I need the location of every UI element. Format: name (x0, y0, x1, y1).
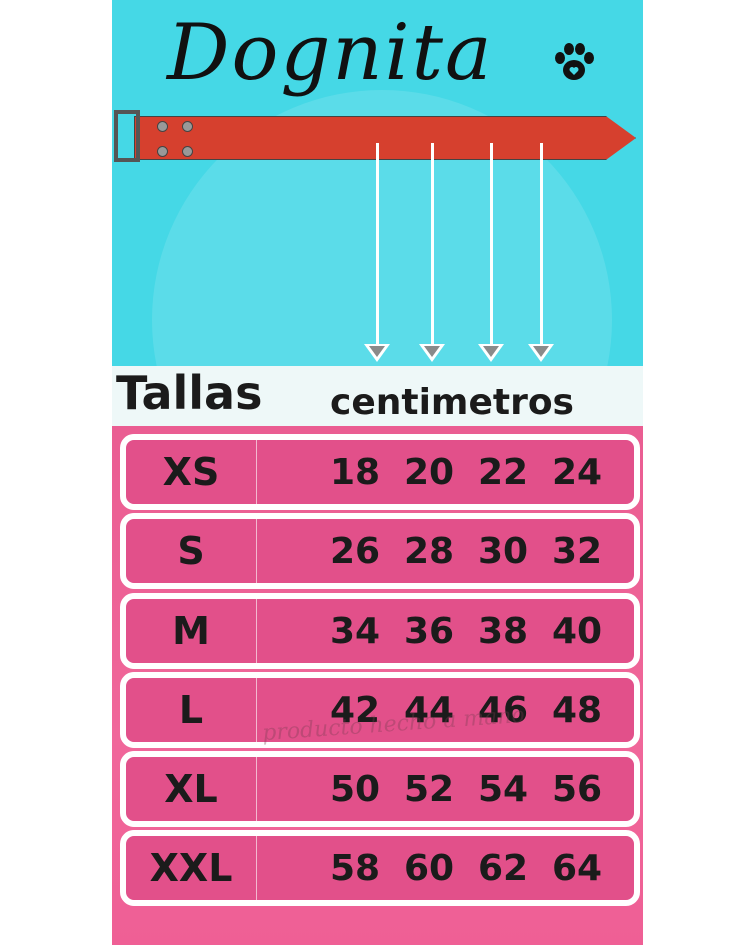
measurement-value: 62 (477, 847, 529, 889)
table-row: XXL 58 60 62 64 (120, 830, 640, 906)
brand-logo: Dognita (167, 8, 494, 98)
measurement-value: 38 (477, 610, 529, 652)
rivet (182, 121, 193, 132)
collar-buckle (114, 110, 140, 162)
measurement-value: 36 (403, 610, 455, 652)
rivet (182, 146, 193, 157)
measurement-value: 52 (403, 768, 455, 810)
unit-label: centimetros (330, 382, 574, 423)
measurement-value: 50 (329, 768, 381, 810)
measurement-value: 60 (403, 847, 455, 889)
size-label: XL (126, 757, 257, 821)
measurement-value: 20 (403, 451, 455, 493)
size-label: M (126, 599, 257, 663)
size-values: 26 28 30 32 (257, 531, 634, 572)
table-row: XL 50 52 54 56 (120, 751, 640, 827)
arrowhead (419, 344, 445, 362)
size-values: 58 60 62 64 (257, 848, 634, 889)
table-row: M 34 36 38 40 (120, 593, 640, 669)
table-row: L 42 44 46 48 (120, 672, 640, 748)
measurement-value: 40 (551, 610, 603, 652)
rivet (157, 121, 168, 132)
measurement-value: 18 (329, 451, 381, 493)
measurement-value: 34 (329, 610, 381, 652)
size-label: XXL (126, 836, 257, 900)
measurement-value: 22 (477, 451, 529, 493)
table-row: XS 18 20 22 24 (120, 434, 640, 510)
measurement-value: 54 (477, 768, 529, 810)
size-values: 18 20 22 24 (257, 452, 634, 493)
measurement-value: 30 (477, 530, 529, 572)
arrow (376, 143, 379, 348)
measurement-value: 26 (329, 530, 381, 572)
measurement-value: 44 (403, 689, 455, 731)
size-values: 42 44 46 48 (257, 690, 634, 731)
measurement-value: 46 (477, 689, 529, 731)
measurement-value: 56 (551, 768, 603, 810)
size-label: XS (126, 440, 257, 504)
collar-illustration (134, 116, 636, 160)
arrow (540, 143, 543, 348)
arrowhead (364, 344, 390, 362)
size-label: S (126, 519, 257, 583)
measurement-value: 48 (551, 689, 603, 731)
arrowhead (478, 344, 504, 362)
rivet (157, 146, 168, 157)
measurement-value: 24 (551, 451, 603, 493)
size-chart: Dognita Tallas centimetros XS 18 20 22 24 S 26… (112, 0, 643, 945)
measurement-value: 42 (329, 689, 381, 731)
measurement-value: 58 (329, 847, 381, 889)
title-band (112, 366, 643, 426)
size-values: 50 52 54 56 (257, 769, 634, 810)
paw-icon (555, 43, 594, 80)
measurement-value: 32 (551, 530, 603, 572)
arrow (431, 143, 434, 348)
title: Tallas (116, 366, 263, 420)
measurement-value: 28 (403, 530, 455, 572)
arrow (490, 143, 493, 348)
arrowhead (528, 344, 554, 362)
measurement-value: 64 (551, 847, 603, 889)
table-row: S 26 28 30 32 (120, 513, 640, 589)
size-label: L (126, 678, 257, 742)
size-values: 34 36 38 40 (257, 611, 634, 652)
